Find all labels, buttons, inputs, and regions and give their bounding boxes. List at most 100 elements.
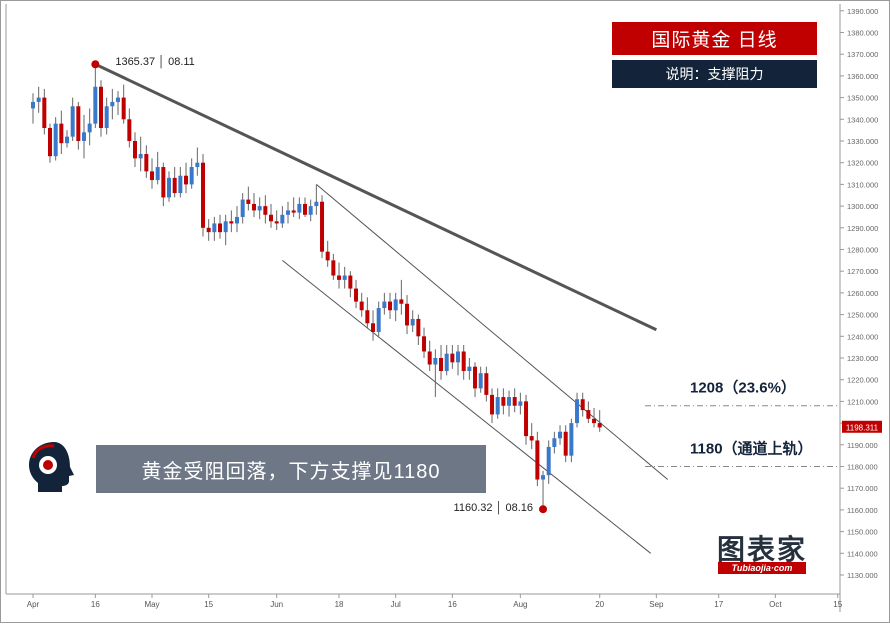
candle-body — [235, 216, 240, 224]
candle — [501, 388, 506, 415]
chart-subtitle: 说明：支撑阻力 — [665, 66, 764, 82]
candle — [223, 214, 228, 246]
x-tick-label: 15 — [204, 600, 213, 609]
candle — [161, 162, 166, 207]
candle-body — [507, 397, 512, 406]
candle — [235, 206, 240, 233]
price-tag: 1198.311 — [842, 420, 882, 433]
x-tick-label: Jun — [270, 600, 283, 609]
candle — [495, 388, 500, 419]
candle-body — [195, 162, 200, 168]
candle — [342, 266, 347, 289]
candle — [478, 366, 483, 393]
x-tick-label: 16 — [448, 600, 457, 609]
candle-body — [212, 223, 217, 233]
current-price-label: 1198.311 — [846, 423, 879, 432]
candle-body — [263, 206, 268, 215]
candle-body — [388, 301, 393, 311]
candle-body — [99, 86, 104, 128]
candle — [280, 206, 285, 228]
candle-body — [184, 175, 189, 185]
candle-body — [473, 366, 478, 389]
candle — [150, 158, 155, 189]
candle — [569, 418, 574, 463]
candle — [552, 431, 557, 454]
candle-body — [172, 177, 177, 194]
candle — [416, 314, 421, 345]
candles — [31, 62, 602, 510]
candle-body — [410, 318, 415, 326]
candle-body — [269, 214, 274, 222]
candle — [263, 195, 268, 224]
candle-body — [133, 141, 138, 159]
candle-body — [586, 410, 591, 419]
candle — [36, 86, 41, 113]
candle — [461, 344, 466, 380]
banner-text: 黄金受阻回落，下方支撑见1180 — [141, 460, 441, 483]
extreme-point-label: 1160.32 │ 08.16 — [454, 500, 533, 515]
candle-body — [218, 223, 223, 233]
candle-body — [303, 203, 308, 215]
annotations: 1365.37 │ 08.11 1160.32 │ 08.16 — [91, 54, 548, 515]
candle-body — [42, 97, 47, 128]
candle-body — [53, 123, 58, 157]
logo-sub: Tubiaojia·com — [718, 562, 806, 574]
candle-body — [167, 177, 172, 198]
candle — [597, 410, 602, 432]
candle-body — [399, 299, 404, 304]
y-tick-label: 1240.000 — [847, 332, 878, 341]
candle — [121, 84, 126, 124]
y-tick-label: 1390.000 — [847, 7, 878, 16]
candle — [93, 62, 98, 128]
candle — [563, 425, 568, 463]
candle-body — [359, 301, 364, 311]
candle — [388, 292, 393, 319]
y-tick-label: 1260.000 — [847, 289, 878, 298]
candle-body — [252, 203, 257, 211]
candle — [473, 362, 478, 398]
candle-body — [597, 423, 602, 428]
candle — [167, 171, 172, 202]
candle-body — [535, 440, 540, 480]
candle-body — [382, 301, 387, 309]
candle-body — [563, 431, 568, 456]
y-tick-label: 1220.000 — [847, 376, 878, 385]
chart-title: 国际黄金 日线 — [651, 30, 778, 51]
candle-body — [376, 308, 381, 332]
y-tick-label: 1170.000 — [847, 484, 878, 493]
candle-body — [461, 351, 466, 372]
y-tick-label: 1180.000 — [847, 463, 878, 472]
candle — [269, 203, 274, 228]
level-label: 1208（23.6%） — [690, 379, 796, 397]
candle-body — [223, 221, 228, 233]
candle-body — [365, 310, 370, 324]
candle-body — [592, 418, 597, 424]
candle-body — [274, 221, 279, 224]
candle-body — [82, 132, 87, 141]
candle — [331, 253, 336, 280]
candle-body — [467, 366, 472, 372]
candle — [529, 423, 534, 450]
candle-body — [240, 199, 245, 217]
candle-body — [59, 123, 64, 144]
y-tick-label: 1130.000 — [847, 571, 878, 580]
candle-body — [518, 401, 523, 406]
candle — [59, 110, 64, 155]
candle — [541, 470, 546, 510]
candle-body — [150, 171, 155, 181]
candle-body — [325, 251, 330, 261]
candle-body — [320, 201, 325, 252]
head-silhouette-icon — [29, 442, 74, 492]
candle — [303, 197, 308, 217]
extreme-point-dot — [91, 60, 100, 69]
candle — [116, 91, 121, 115]
y-tick-label: 1160.000 — [847, 506, 878, 515]
level-lines: 1208（23.6%） 1180（通道上轨） — [645, 379, 838, 467]
candle-body — [405, 303, 410, 326]
x-tick-label: 18 — [335, 600, 344, 609]
x-tick-label: Sep — [649, 600, 664, 609]
candle-body — [70, 106, 75, 137]
chart-subtitle-box: 说明：支撑阻力 — [612, 60, 817, 88]
x-tick-label: 17 — [714, 600, 723, 609]
